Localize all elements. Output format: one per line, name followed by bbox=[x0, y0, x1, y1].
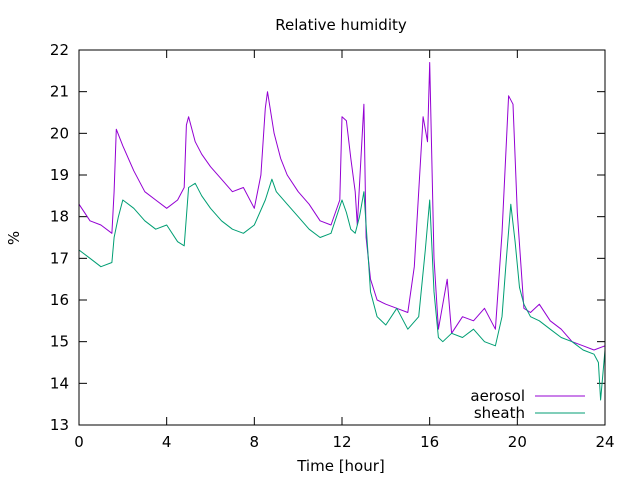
series-line-sheath bbox=[78, 178, 606, 401]
plot-frame bbox=[78, 49, 606, 426]
y-tick-label: 17 bbox=[50, 249, 69, 267]
series-lines bbox=[78, 62, 606, 401]
x-tick-label: 20 bbox=[508, 433, 527, 451]
y-tick-label: 13 bbox=[50, 416, 69, 434]
y-axis-label: % bbox=[5, 231, 23, 245]
y-tick-label: 14 bbox=[50, 374, 69, 392]
axis-ticks: 13 14 15 16 17 18 19 20 21 22 0 4 8 12 16 20 24 bbox=[50, 41, 615, 451]
x-tick-label: 12 bbox=[332, 433, 351, 451]
x-tick-label: 8 bbox=[250, 433, 260, 451]
legend-label-sheath: sheath bbox=[474, 404, 525, 422]
y-tick-label: 16 bbox=[50, 291, 69, 309]
legend-label-aerosol: aerosol bbox=[470, 387, 525, 405]
series-line-aerosol bbox=[78, 62, 606, 351]
y-tick-label: 15 bbox=[50, 333, 69, 351]
y-tick-label: 19 bbox=[50, 166, 69, 184]
x-tick-label: 0 bbox=[74, 433, 84, 451]
y-tick-label: 22 bbox=[50, 41, 69, 59]
x-tick-label: 16 bbox=[420, 433, 439, 451]
y-tick-label: 21 bbox=[50, 83, 69, 101]
y-tick-label: 20 bbox=[50, 124, 69, 142]
x-tick-label: 4 bbox=[162, 433, 172, 451]
y-tick-label: 18 bbox=[50, 208, 69, 226]
chart-title: Relative humidity bbox=[275, 16, 407, 34]
x-axis-label: Time [hour] bbox=[296, 457, 385, 475]
x-tick-label: 24 bbox=[595, 433, 614, 451]
